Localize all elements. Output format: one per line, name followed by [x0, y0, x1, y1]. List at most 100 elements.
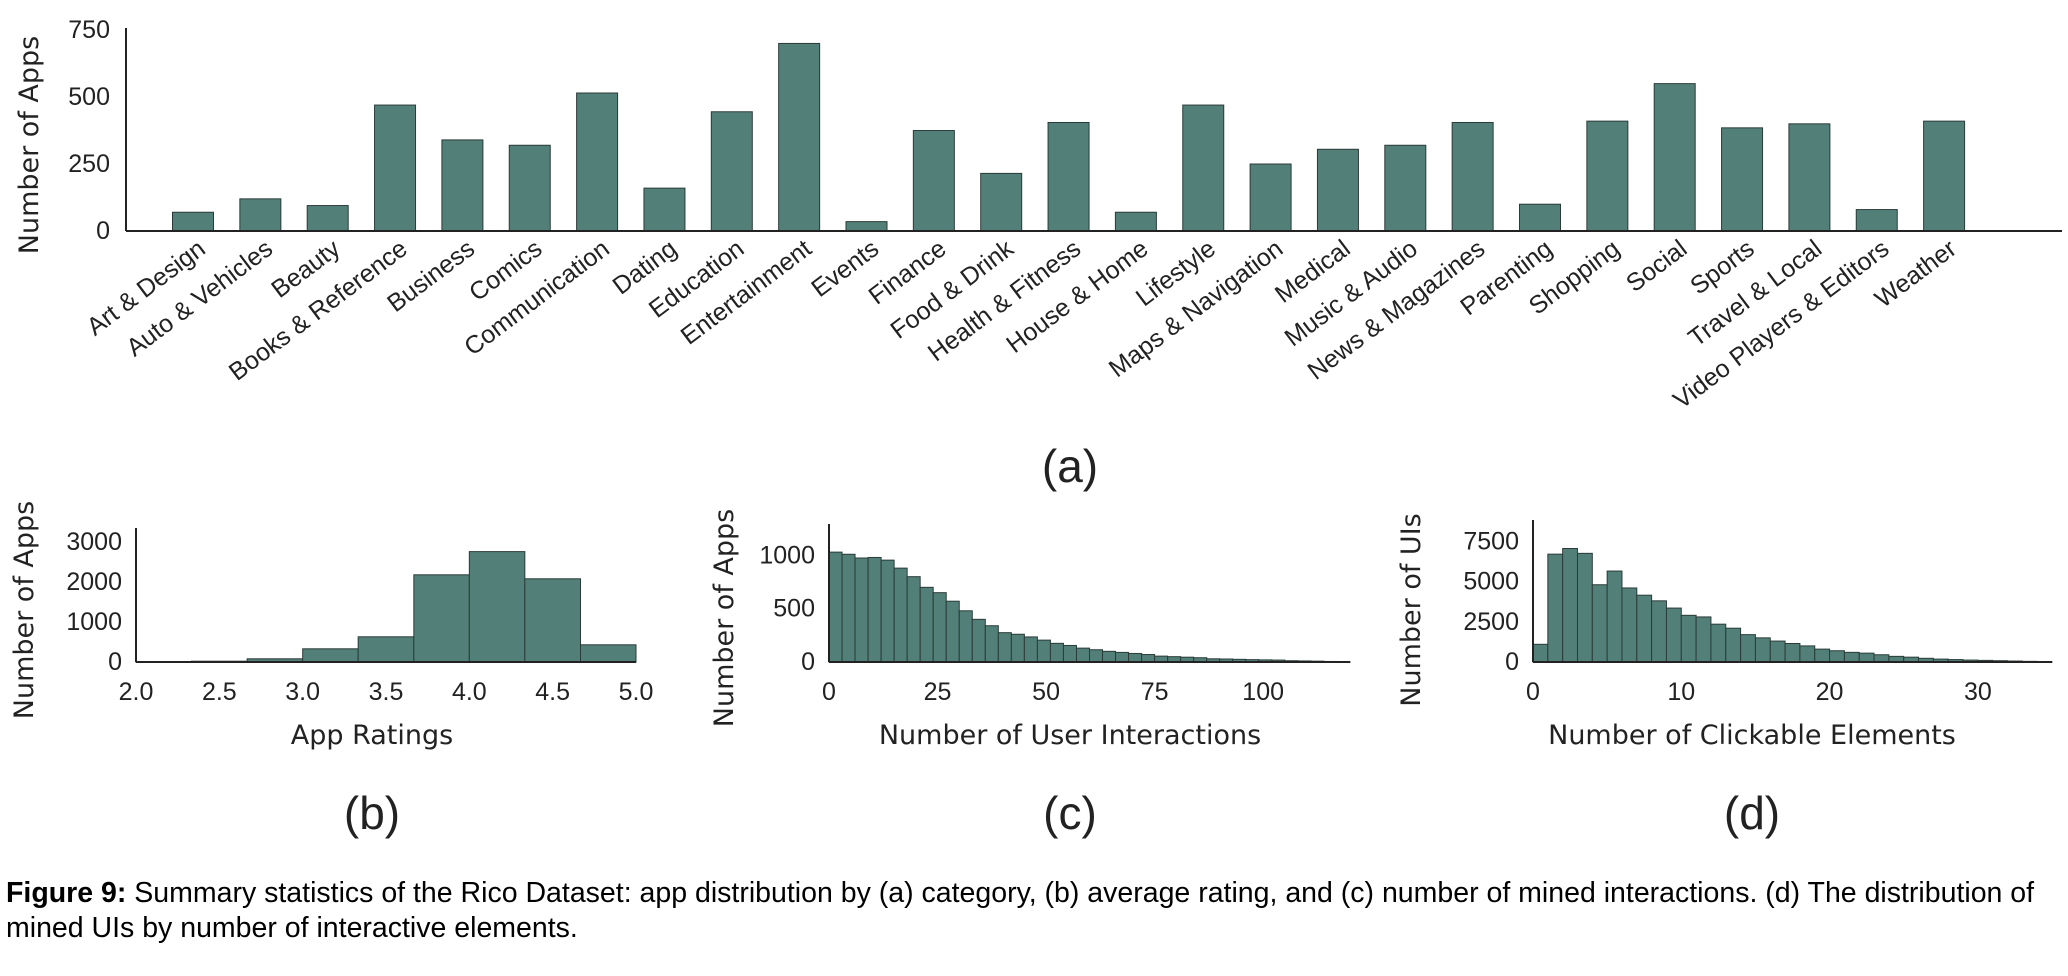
- histogram-bar: [958, 610, 973, 663]
- x-tick-label: 0: [822, 678, 836, 706]
- chart-d-clickable: 0 2500 5000 7500 0 10 20 30 Number of UIs Numb…: [1396, 513, 2053, 839]
- chart-a-ylabel: Number of Apps: [14, 36, 45, 254]
- histogram-bar: [945, 600, 960, 663]
- bar: [710, 111, 753, 232]
- histogram-bar: [893, 567, 908, 663]
- bar: [1249, 163, 1292, 232]
- chart-d-ylabel: Number of UIs: [1396, 513, 1427, 706]
- bar: [643, 187, 686, 232]
- histogram-bar: [1769, 640, 1786, 663]
- histogram-bar: [997, 632, 1012, 663]
- x-tick-label: 25: [924, 678, 952, 706]
- chart-c-panel-label: (c): [1043, 787, 1097, 839]
- histogram-bar: [1128, 652, 1143, 663]
- caption-label: Figure 9:: [6, 877, 127, 909]
- histogram-bar: [828, 551, 843, 663]
- x-tick-label: 20: [1816, 678, 1844, 706]
- histogram-bar: [357, 636, 415, 663]
- histogram-bar: [1606, 570, 1623, 663]
- histogram-bar: [1532, 643, 1549, 663]
- bar: [1586, 120, 1629, 232]
- x-tick-label: 10: [1667, 678, 1695, 706]
- y-tick-label: 0: [1505, 648, 1519, 676]
- x-tick-label: 30: [1964, 678, 1992, 706]
- histogram-bar: [1621, 587, 1638, 663]
- histogram-bar: [1036, 639, 1051, 663]
- histogram-bar: [1784, 642, 1801, 663]
- histogram-bar: [1075, 647, 1090, 663]
- histogram-bar: [1695, 616, 1712, 663]
- histogram-bar: [1049, 642, 1064, 663]
- bar: [1316, 148, 1359, 232]
- histogram-bar: [1141, 654, 1156, 663]
- histogram-bar: [302, 648, 359, 663]
- y-tick-label: 3000: [66, 528, 122, 556]
- x-tick-label: 4.0: [452, 678, 487, 706]
- bar: [1788, 123, 1831, 232]
- x-tick-label: 5.0: [619, 678, 654, 706]
- chart-b-ratings: 0 1000 2000 3000 2.0 2.5 3.0 3.5 4.0 4.5 5.0 Numb…: [9, 501, 653, 839]
- histogram-bar: [1562, 548, 1578, 663]
- chart-b-ylabel: Number of Apps: [9, 501, 40, 719]
- bar: [1721, 127, 1764, 232]
- histogram-bar: [1740, 634, 1756, 663]
- chart-d-y-ticks: 0 2500 5000 7500: [1463, 527, 1519, 676]
- chart-a-axes: [125, 28, 2062, 232]
- figure-caption: Figure 9: Summary statistics of the Rico…: [6, 876, 2062, 946]
- histogram-bar: [1754, 637, 1771, 663]
- histogram-bar: [1799, 645, 1816, 663]
- bar: [306, 205, 349, 232]
- chart-c-x-ticks: 0 25 50 75 100: [822, 678, 1284, 706]
- histogram-bar: [1576, 552, 1593, 663]
- bar: [1855, 209, 1898, 232]
- chart-d-panel-label: (d): [1724, 787, 1780, 839]
- chart-d-xlabel: Number of Clickable Elements: [1548, 720, 1956, 751]
- bar: [1047, 121, 1090, 232]
- y-tick-label: 750: [68, 16, 110, 44]
- chart-c-axes: [828, 524, 1350, 663]
- histogram-bar: [841, 553, 856, 663]
- x-tick-label: 100: [1242, 678, 1284, 706]
- x-tick-label: 50: [1032, 678, 1060, 706]
- y-tick-label: 500: [773, 595, 815, 623]
- chart-a-panel-label: (a): [1042, 440, 1098, 492]
- histogram-bar: [413, 574, 470, 663]
- histogram-bar: [1725, 627, 1742, 663]
- bar: [1519, 203, 1561, 232]
- histogram-bar: [524, 578, 581, 663]
- bar: [1114, 211, 1157, 232]
- bar: [1923, 120, 1966, 232]
- x-tick-label: 3.5: [369, 678, 404, 706]
- histogram-bar: [1680, 614, 1697, 663]
- y-tick-label: 5000: [1463, 568, 1519, 596]
- y-tick-label: 0: [108, 648, 122, 676]
- chart-b-bars: [135, 551, 637, 663]
- chart-b-panel-label: (b): [344, 787, 400, 839]
- category-label: Social: [1621, 234, 1692, 297]
- histogram-bar: [1062, 644, 1077, 663]
- bar: [172, 211, 214, 232]
- histogram-bar: [1023, 636, 1038, 663]
- histogram-bar: [1710, 623, 1727, 663]
- histogram-bar: [1858, 652, 1875, 663]
- bar: [778, 42, 821, 232]
- bar: [1384, 144, 1427, 232]
- x-tick-label: 3.0: [285, 678, 320, 706]
- x-tick-label: 2.0: [119, 678, 154, 706]
- histogram-bar: [580, 644, 637, 663]
- chart-b-axes: [135, 528, 636, 663]
- bar: [1451, 121, 1494, 232]
- bar: [845, 221, 888, 232]
- histogram-bar: [880, 559, 895, 663]
- y-tick-label: 250: [68, 150, 110, 178]
- histogram-bar: [1115, 651, 1130, 663]
- chart-d-bars: [1532, 548, 2053, 663]
- caption-text: Summary statistics of the Rico Dataset: …: [6, 877, 2035, 944]
- y-tick-label: 2000: [66, 568, 122, 596]
- bar: [374, 104, 417, 232]
- histogram-bar: [1591, 584, 1608, 663]
- bar: [441, 139, 484, 232]
